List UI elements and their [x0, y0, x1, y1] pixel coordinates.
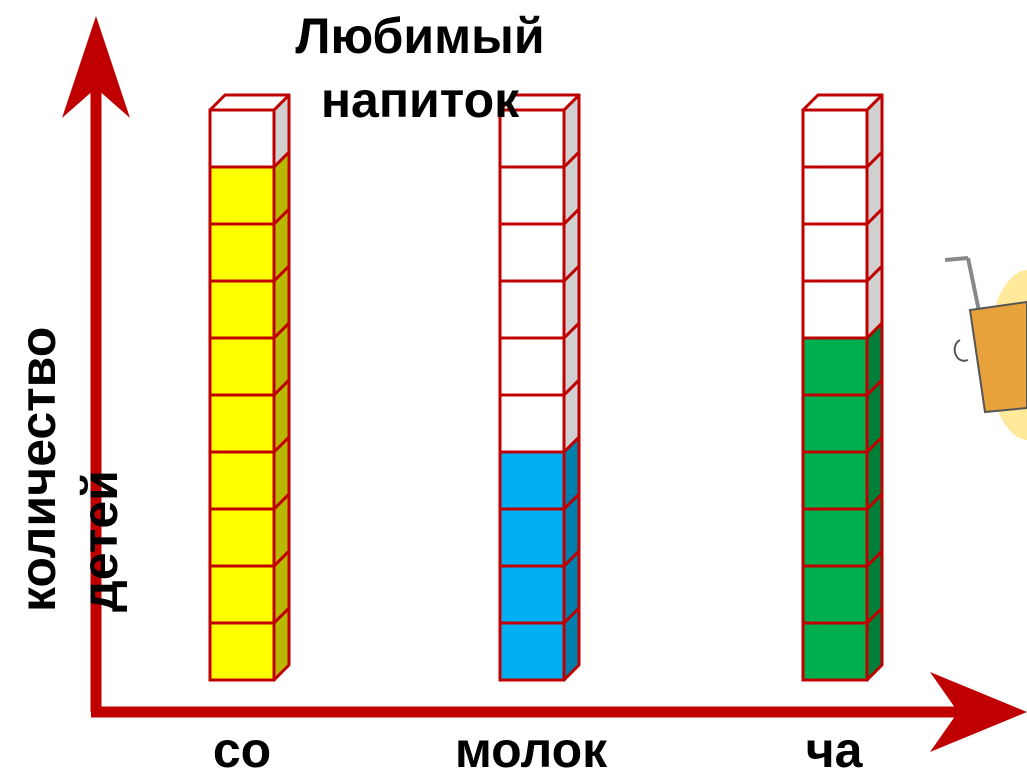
filled-cube-juice	[208, 378, 291, 454]
filled-cube-juice	[208, 321, 291, 397]
bars-group	[208, 93, 884, 682]
empty-cube-tea	[801, 207, 884, 283]
chart-title-line-2: напиток	[320, 72, 520, 128]
bar-milk	[498, 93, 581, 682]
empty-cube-juice	[208, 93, 291, 169]
filled-cube-milk	[498, 606, 581, 682]
chart-title: Любимый напиток	[230, 4, 610, 132]
filled-cube-tea	[801, 606, 884, 682]
empty-cube-milk	[498, 93, 581, 169]
filled-cube-tea	[801, 549, 884, 625]
bar-juice	[208, 93, 291, 682]
x-axis-arrow-icon	[930, 672, 1027, 752]
x-tick-label-tea: ча	[805, 722, 863, 778]
x-axis	[91, 672, 1027, 752]
filled-cube-tea	[801, 435, 884, 511]
filled-cube-milk	[498, 435, 581, 511]
filled-cube-juice	[208, 435, 291, 511]
filled-cube-tea	[801, 321, 884, 397]
decorative-drink-icon	[944, 256, 1027, 440]
filled-cube-milk	[498, 549, 581, 625]
y-axis-label-line-2: детей	[72, 470, 128, 612]
empty-cube-tea	[801, 93, 884, 169]
x-tick-label-milk: молок	[454, 722, 608, 778]
y-axis	[62, 16, 130, 712]
x-tick-label-juice: со	[212, 722, 272, 778]
empty-cube-milk	[498, 207, 581, 283]
filled-cube-milk	[498, 492, 581, 568]
empty-cube-milk	[498, 321, 581, 397]
filled-cube-juice	[208, 264, 291, 340]
y-axis-arrow-icon	[62, 16, 130, 118]
filled-cube-juice	[208, 549, 291, 625]
filled-cube-juice	[208, 207, 291, 283]
chart-title-line-1: Любимый	[295, 8, 545, 64]
bar-tea	[801, 93, 884, 682]
empty-cube-tea	[801, 264, 884, 340]
y-axis-label-line-1: количество	[10, 326, 66, 612]
